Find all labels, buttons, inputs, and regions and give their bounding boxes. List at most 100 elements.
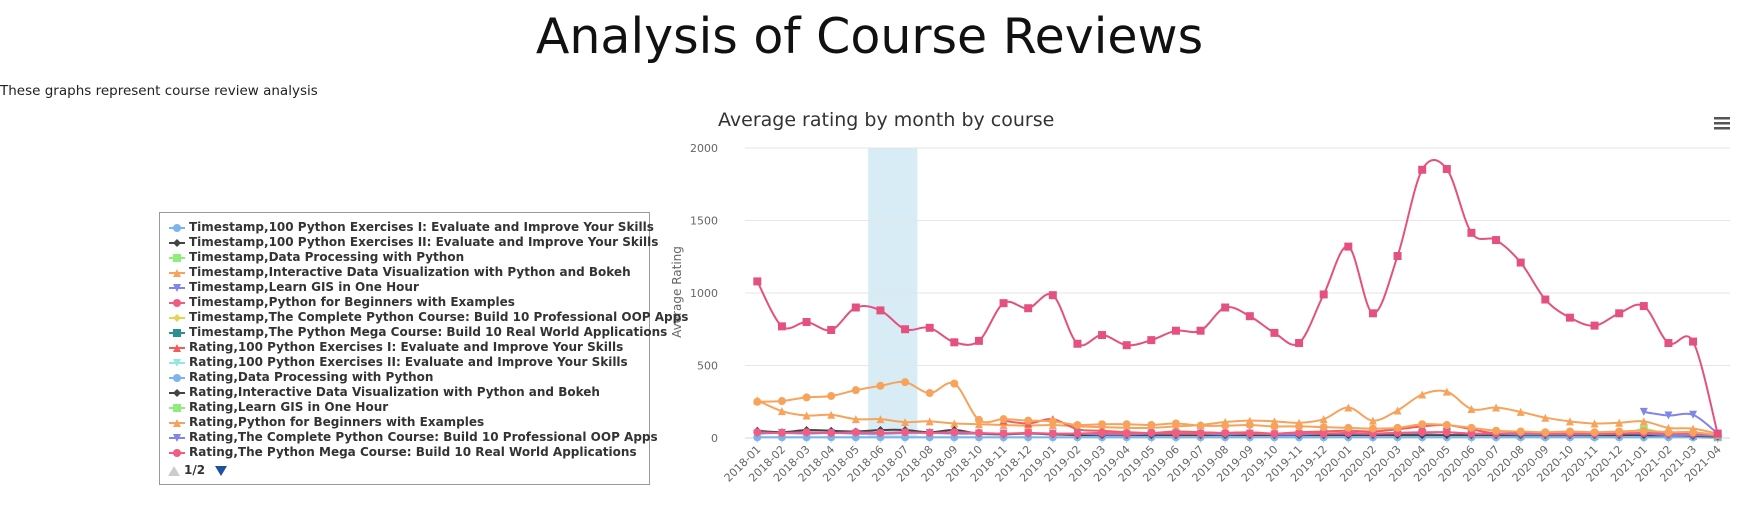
- data-point[interactable]: [753, 277, 762, 286]
- data-point[interactable]: [1467, 429, 1476, 438]
- data-point[interactable]: [1368, 424, 1377, 433]
- data-point[interactable]: [901, 378, 910, 387]
- data-point[interactable]: [777, 428, 786, 437]
- data-point[interactable]: [173, 314, 181, 322]
- data-point[interactable]: [1147, 420, 1156, 429]
- data-point[interactable]: [1467, 228, 1476, 237]
- data-point[interactable]: [974, 415, 983, 424]
- data-point[interactable]: [1368, 309, 1377, 318]
- data-point[interactable]: [777, 397, 786, 406]
- data-point[interactable]: [925, 323, 934, 332]
- data-point[interactable]: [1196, 429, 1205, 438]
- data-point[interactable]: [173, 239, 181, 247]
- data-point[interactable]: [1664, 411, 1673, 420]
- data-point[interactable]: [950, 379, 959, 388]
- data-point[interactable]: [1393, 252, 1402, 261]
- data-point[interactable]: [1615, 418, 1624, 427]
- data-point[interactable]: [1590, 428, 1599, 437]
- data-point[interactable]: [1245, 429, 1254, 438]
- data-point[interactable]: [1319, 290, 1328, 299]
- data-point[interactable]: [901, 418, 910, 427]
- data-point[interactable]: [1048, 429, 1057, 438]
- data-point[interactable]: [1541, 413, 1550, 422]
- data-point[interactable]: [1393, 406, 1402, 415]
- data-point[interactable]: [1245, 312, 1254, 321]
- data-point[interactable]: [1073, 339, 1082, 348]
- data-point[interactable]: [1221, 421, 1230, 430]
- data-point[interactable]: [1442, 420, 1451, 429]
- data-point[interactable]: [1689, 428, 1698, 437]
- data-point[interactable]: [1492, 236, 1501, 245]
- data-point[interactable]: [1098, 420, 1107, 429]
- data-point[interactable]: [827, 325, 836, 334]
- data-point[interactable]: [1664, 339, 1673, 348]
- data-point[interactable]: [1122, 341, 1131, 350]
- data-point[interactable]: [1565, 417, 1574, 426]
- data-point[interactable]: [851, 303, 860, 312]
- data-point[interactable]: [1024, 428, 1033, 437]
- data-point[interactable]: [1295, 422, 1304, 431]
- data-point[interactable]: [173, 284, 181, 292]
- data-point[interactable]: [1664, 428, 1673, 437]
- data-point[interactable]: [1418, 428, 1427, 437]
- data-point[interactable]: [173, 374, 181, 382]
- data-point[interactable]: [827, 410, 836, 419]
- data-point[interactable]: [173, 254, 181, 262]
- data-point[interactable]: [777, 407, 786, 416]
- data-point[interactable]: [1319, 429, 1328, 438]
- data-point[interactable]: [1492, 403, 1501, 412]
- data-point[interactable]: [876, 381, 885, 390]
- data-point[interactable]: [802, 411, 811, 420]
- data-point[interactable]: [1492, 426, 1501, 435]
- data-point[interactable]: [974, 420, 983, 429]
- data-point[interactable]: [1245, 420, 1254, 429]
- data-point[interactable]: [950, 419, 959, 428]
- data-point[interactable]: [851, 415, 860, 424]
- data-point[interactable]: [173, 404, 181, 412]
- data-point[interactable]: [1467, 423, 1476, 432]
- data-point[interactable]: [802, 428, 811, 437]
- series-path[interactable]: [1643, 410, 1719, 435]
- page-down-icon[interactable]: [215, 465, 227, 477]
- series-path[interactable]: [757, 380, 1718, 437]
- data-point[interactable]: [1541, 428, 1550, 437]
- data-point[interactable]: [173, 434, 181, 442]
- data-point[interactable]: [950, 338, 959, 347]
- data-point[interactable]: [173, 359, 181, 367]
- data-point[interactable]: [1098, 331, 1107, 340]
- data-point[interactable]: [1442, 428, 1451, 437]
- data-point[interactable]: [1393, 423, 1402, 432]
- data-point[interactable]: [777, 322, 786, 331]
- data-point[interactable]: [1442, 165, 1451, 174]
- series-path[interactable]: [757, 431, 1718, 437]
- data-point[interactable]: [876, 306, 885, 315]
- data-point[interactable]: [851, 428, 860, 437]
- data-point[interactable]: [1171, 419, 1180, 428]
- data-point[interactable]: [1368, 416, 1377, 425]
- data-point[interactable]: [1639, 302, 1648, 311]
- data-point[interactable]: [1541, 295, 1550, 304]
- data-point[interactable]: [925, 428, 934, 437]
- data-point[interactable]: [1713, 429, 1722, 438]
- data-point[interactable]: [1516, 407, 1525, 416]
- series-path[interactable]: [756, 389, 1718, 435]
- data-point[interactable]: [1689, 337, 1698, 346]
- data-point[interactable]: [1516, 427, 1525, 436]
- data-point[interactable]: [925, 417, 934, 426]
- data-point[interactable]: [753, 397, 762, 406]
- data-point[interactable]: [1073, 429, 1082, 438]
- data-point[interactable]: [1024, 416, 1033, 425]
- data-point[interactable]: [999, 299, 1008, 308]
- data-point[interactable]: [925, 389, 934, 398]
- data-point[interactable]: [1565, 313, 1574, 322]
- data-point[interactable]: [1270, 429, 1279, 438]
- data-point[interactable]: [876, 415, 885, 424]
- data-point[interactable]: [1344, 423, 1353, 432]
- data-point[interactable]: [1418, 420, 1427, 429]
- data-point[interactable]: [950, 428, 959, 437]
- data-point[interactable]: [1147, 336, 1156, 345]
- data-point[interactable]: [1516, 258, 1525, 267]
- data-point[interactable]: [173, 224, 181, 232]
- data-point[interactable]: [1295, 339, 1304, 348]
- data-point[interactable]: [1590, 419, 1599, 428]
